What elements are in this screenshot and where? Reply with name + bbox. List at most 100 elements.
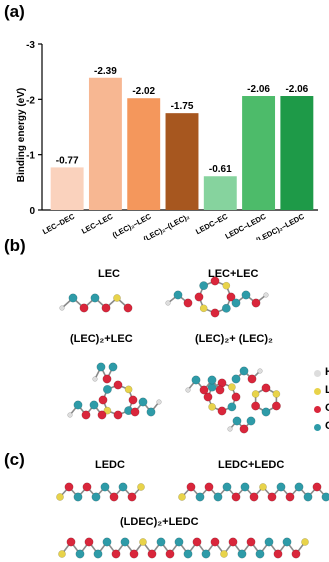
ledc-ledc-structure [178,482,329,502]
atom [113,294,121,302]
atom [222,281,231,290]
atom [255,549,265,559]
legend-item-o: O [314,402,329,420]
atom [82,482,92,492]
atom [228,383,236,391]
y-axis-label: Binding energy (eV) [16,88,27,182]
atom [93,549,103,559]
atom [191,375,201,385]
atom [120,537,130,547]
atom [183,298,193,308]
atom [103,406,112,415]
atom [111,549,121,559]
atom [267,492,277,502]
bar-value-label: -2.02 [132,86,155,97]
atom [261,407,271,417]
atom [84,537,94,547]
atom [139,538,147,546]
ledc-label: LEDC [95,459,125,471]
x-tick-label: LEC–DEC [41,212,77,237]
atom [210,308,220,318]
atom [204,482,214,492]
atom [199,385,209,395]
atom [215,385,225,395]
atom [156,537,166,547]
atom [199,304,208,313]
ledc-structure [56,482,145,502]
atom [64,482,74,492]
atom [285,492,295,502]
atom [208,403,216,411]
atom [66,537,76,547]
lec2-lec2-tail-bottom [227,416,256,434]
atom [251,298,261,308]
atom [240,482,250,492]
atom [147,549,157,559]
atom [232,416,242,426]
atom [227,426,233,432]
bar [88,77,122,211]
lec2-lec2-tail-left [185,375,225,395]
atom [221,303,231,313]
x-tick-label: LEC–LEC [80,212,115,236]
atom [217,406,227,416]
bar [242,96,276,210]
atom [239,366,249,376]
atom [109,492,119,502]
atom [89,400,99,410]
atom [246,416,256,426]
atom [101,303,111,313]
panel-c-label: (c) [4,450,25,469]
atom [241,290,251,300]
atom [165,549,175,559]
lec-lec-label: LEC+LEC [208,268,259,280]
atom [312,482,322,492]
lec-lec-left-tail [165,290,193,308]
atom [59,305,65,311]
ldec2-ledc-label: (LDEC)₂+LEDC [120,516,199,528]
atom [213,492,223,502]
atom [195,492,205,502]
bar-value-label: -0.61 [209,164,232,175]
lec2-lec-top [92,362,118,384]
atom [96,362,106,372]
y-tick-label: -1 [26,151,35,162]
atom [102,374,112,384]
binding-energy-chart: Binding energy (eV) 0 -1 -2 -3 -0.77 -2.39 -2… [16,40,318,240]
atom [192,537,202,547]
atom [201,549,211,559]
bar [50,167,84,210]
bar [165,113,199,210]
atom [276,482,286,492]
atom [282,537,292,547]
atom [68,293,78,303]
atom [226,292,236,302]
bar-series [50,77,314,211]
atom [294,482,304,492]
atom [261,383,271,393]
y-tick-label: -2 [26,95,35,106]
atom [91,492,101,502]
bar [203,176,237,210]
atom [90,293,100,303]
bar-value-label: -2.06 [285,84,308,95]
atom [231,298,241,308]
y-tick-label: 0 [29,206,35,217]
atom [102,384,112,394]
atom [108,362,118,372]
atom [222,482,232,492]
atom [264,537,274,547]
atom [220,550,228,558]
atom [249,492,259,502]
atom [73,492,83,502]
atom [183,549,193,559]
atom [81,410,91,420]
atom [185,387,191,393]
panel-b-label: (b) [4,236,26,255]
atom [231,374,241,384]
ledc-ledc-label: LEDC+LEDC [218,459,285,471]
atom [102,537,112,547]
atom [56,493,64,501]
lec2-lec-left [67,400,107,420]
hydrogen-swatch-icon [314,370,321,377]
